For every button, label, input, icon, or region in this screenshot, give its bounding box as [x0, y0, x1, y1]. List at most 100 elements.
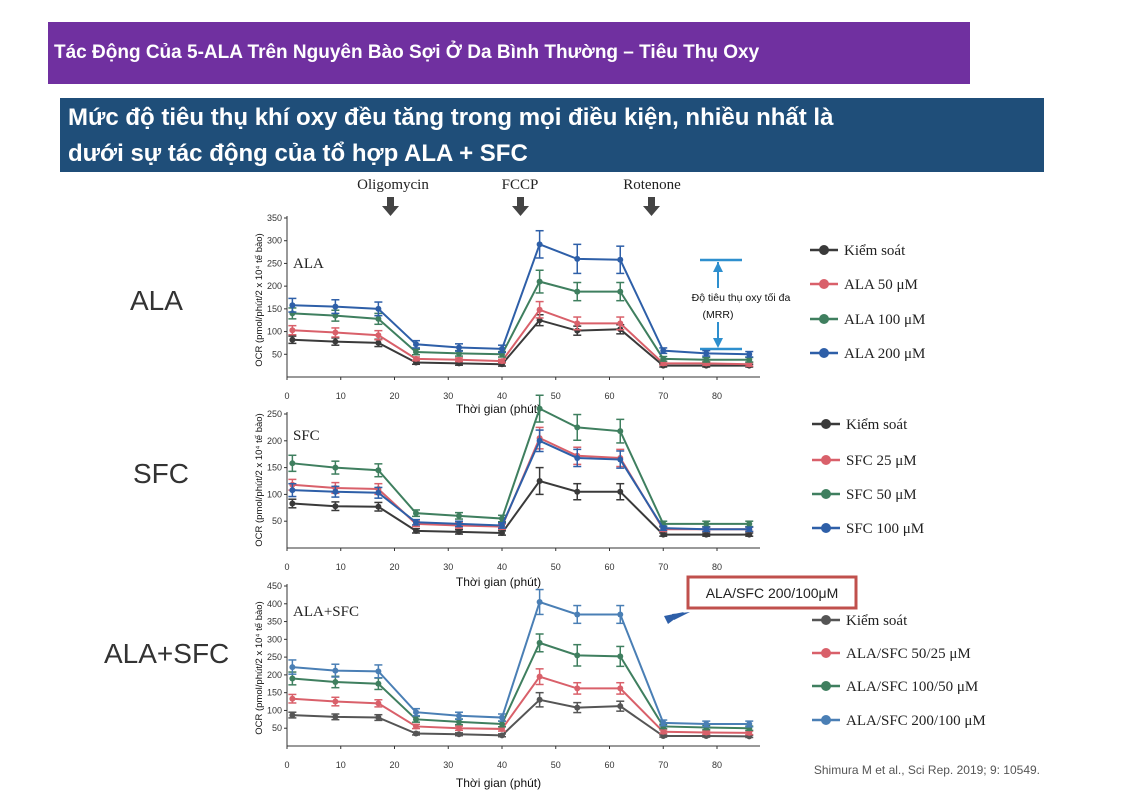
- x-tick-label: 40: [497, 562, 507, 572]
- series-4: [288, 588, 754, 728]
- series-line: [292, 243, 750, 356]
- series-4: [288, 429, 754, 533]
- up-arrow-icon: [713, 262, 723, 272]
- chart-panel-3: 50 100 150 200 250 300 350 400 450 0 10 20 30 40 50 60 7…: [254, 581, 986, 790]
- data-point: [456, 350, 462, 357]
- panel-label: ALA: [293, 256, 324, 272]
- y-tick-label: 300: [267, 236, 282, 246]
- series-3: [288, 394, 754, 528]
- data-point: [289, 664, 296, 671]
- x-axis-label: Thời gian (phút): [456, 575, 541, 589]
- series-4: [288, 229, 754, 358]
- x-tick-label: 80: [712, 562, 722, 572]
- x-tick-label: 30: [443, 562, 453, 572]
- data-point: [289, 675, 296, 682]
- row-label-ala-sfc: ALA+SFC: [104, 638, 230, 669]
- legend-item: ALA 200 μM: [810, 346, 925, 362]
- injection-arrows: [382, 197, 660, 216]
- data-point: [413, 527, 419, 534]
- data-point: [375, 315, 382, 322]
- legend-label: ALA 100 μM: [844, 312, 925, 328]
- series-line: [292, 641, 750, 730]
- legend-label: Kiểm soát: [844, 243, 906, 259]
- data-point: [499, 714, 505, 721]
- data-point: [413, 730, 419, 737]
- x-tick-label: 0: [284, 391, 289, 401]
- data-point: [536, 405, 543, 412]
- legend-marker: [819, 314, 829, 324]
- down-arrow-icon: [713, 338, 723, 348]
- data-point: [375, 503, 382, 510]
- data-point: [332, 338, 339, 345]
- data-point: [332, 303, 339, 310]
- data-point: [617, 456, 624, 463]
- y-tick-label: 450: [267, 581, 282, 591]
- y-tick-label: 150: [267, 688, 282, 698]
- legend-marker: [819, 279, 829, 289]
- series-line: [292, 308, 750, 366]
- y-tick-label: 100: [267, 705, 282, 715]
- data-point: [375, 332, 382, 339]
- data-point: [332, 679, 339, 685]
- data-point: [617, 703, 624, 710]
- data-point: [375, 714, 382, 721]
- legend-label: SFC 100 μM: [846, 521, 924, 537]
- data-point: [703, 729, 710, 736]
- legend-label: Kiểm soát: [846, 613, 908, 629]
- data-point: [332, 503, 339, 510]
- data-point: [456, 520, 462, 527]
- y-tick-label: 150: [267, 304, 282, 314]
- data-point: [456, 344, 462, 351]
- data-point: [536, 278, 543, 285]
- legend-item: ALA/SFC 200/100 μM: [812, 713, 986, 729]
- x-tick-label: 60: [604, 562, 614, 572]
- y-tick-label: 250: [267, 258, 282, 268]
- legend-marker: [821, 419, 831, 429]
- data-point: [499, 345, 505, 352]
- data-point: [332, 312, 339, 319]
- data-point: [617, 685, 624, 692]
- legend-item: SFC 25 μM: [812, 453, 917, 469]
- legend-label: ALA/SFC 100/50 μM: [846, 679, 978, 695]
- data-point: [703, 531, 710, 538]
- data-point: [660, 525, 667, 532]
- callout-text: ALA/SFC 200/100μM: [706, 585, 839, 601]
- legend-label: SFC 25 μM: [846, 453, 917, 469]
- data-point: [413, 519, 419, 526]
- data-point: [413, 723, 419, 730]
- data-point: [332, 698, 339, 705]
- data-point: [456, 356, 462, 363]
- data-point: [536, 478, 543, 484]
- y-tick-label: 350: [267, 617, 282, 627]
- series-3: [288, 269, 754, 363]
- data-point: [289, 336, 296, 343]
- x-tick-label: 70: [658, 391, 668, 401]
- data-point: [289, 327, 296, 334]
- data-point: [574, 320, 581, 327]
- legend-marker: [821, 615, 831, 625]
- data-point: [746, 526, 753, 533]
- data-point: [617, 488, 624, 495]
- y-tick-label: 150: [267, 463, 282, 473]
- data-point: [660, 733, 667, 740]
- data-point: [703, 356, 710, 363]
- y-tick-label: 50: [272, 723, 282, 733]
- legend-marker: [821, 489, 831, 499]
- y-tick-label: 200: [267, 436, 282, 446]
- x-axis-label: Thời gian (phút): [456, 776, 541, 790]
- data-point: [332, 329, 339, 336]
- legend-item: Kiểm soát: [812, 417, 908, 433]
- data-point: [413, 716, 419, 723]
- data-point: [413, 349, 419, 356]
- panel-label: ALA+SFC: [293, 604, 359, 620]
- data-point: [332, 464, 339, 471]
- data-point: [536, 673, 543, 680]
- data-point: [746, 531, 753, 538]
- data-point: [746, 520, 753, 527]
- series-line: [292, 407, 750, 525]
- data-point: [746, 351, 753, 358]
- x-tick-label: 50: [551, 760, 561, 770]
- data-point: [617, 320, 624, 327]
- y-tick-label: 50: [272, 516, 282, 526]
